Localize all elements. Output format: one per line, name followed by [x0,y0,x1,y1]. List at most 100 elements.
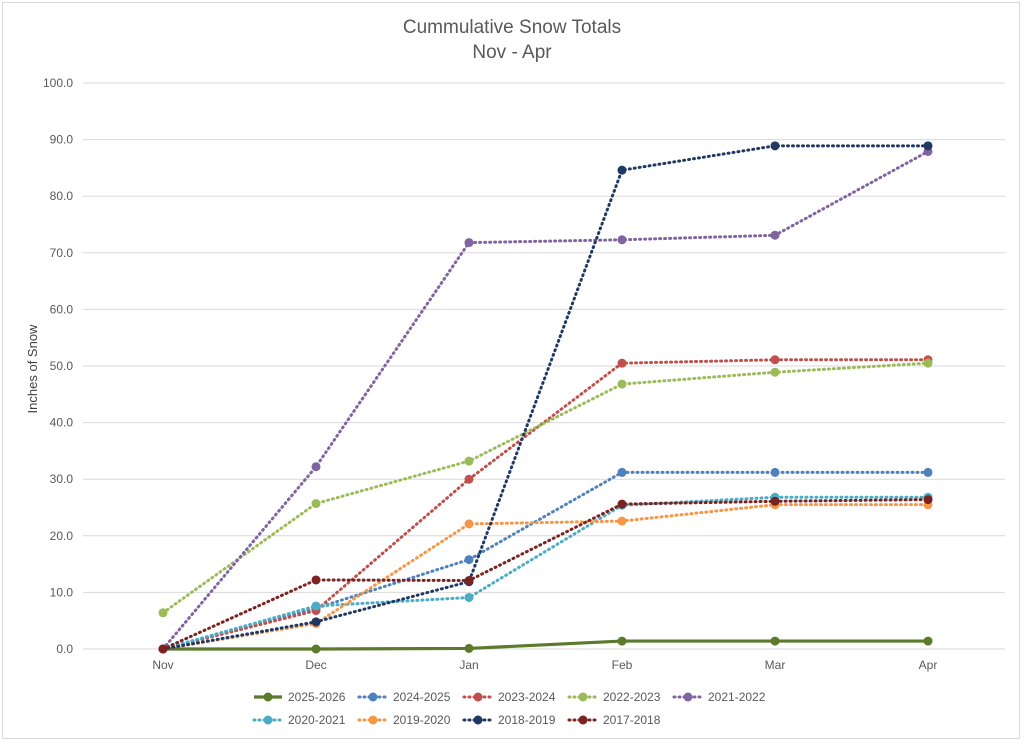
y-tick-label: 10.0 [50,585,74,599]
data-point [770,636,780,646]
x-tick-label: Nov [152,658,173,672]
snow-totals-chart: Cummulative Snow Totals Nov - Apr Inches… [25,17,1005,727]
series-2024-2025 [158,467,933,654]
data-point [617,165,627,175]
legend-swatch-marker [473,692,483,702]
data-point [311,644,321,654]
series-line [161,144,930,651]
legend-swatch-marker [578,692,588,702]
legend-label: 2018-2019 [498,713,556,727]
series-line [161,470,930,651]
x-tick-label: Dec [305,658,326,672]
legend-item: 2020-2021 [252,713,346,727]
x-axis-ticks: Nov Dec Jan Feb Mar Apr [152,658,937,672]
series-line [161,149,930,651]
legend-label: 2017-2018 [603,713,661,727]
legend-item: 2022-2023 [567,690,661,704]
series-line [161,498,930,651]
y-tick-label: 0.0 [56,642,73,656]
y-tick-label: 100.0 [43,76,73,90]
data-point [158,644,168,654]
y-tick-label: 90.0 [50,133,74,147]
data-point [770,496,780,506]
legend-label: 2022-2023 [603,690,661,704]
legend-swatch-marker [578,715,588,725]
data-point [770,467,780,477]
data-point [311,617,321,627]
y-tick-label: 30.0 [50,472,74,486]
x-tick-label: Jan [459,658,478,672]
data-point [923,467,933,477]
legend-swatch-marker [368,692,378,702]
data-point [770,367,780,377]
y-tick-label: 20.0 [50,529,74,543]
data-point [770,355,780,365]
data-point [464,519,474,529]
series-line [161,361,930,615]
data-point [311,601,321,611]
series-2022-2023 [158,358,933,618]
data-point [464,456,474,466]
gridlines [83,82,1005,650]
data-point [464,555,474,565]
series-2025-2026 [158,636,933,654]
series-line [161,358,930,651]
data-point [617,516,627,526]
y-axis-ticks: 0.0 10.0 20.0 30.0 40.0 50.0 60.0 70.0 80.0 90.0 1… [43,76,73,656]
x-tick-label: Mar [765,658,786,672]
series-layer [158,141,933,654]
series-line [161,503,930,651]
legend-swatch-marker [263,692,273,702]
series-2019-2020 [158,500,933,654]
chart-title: Cummulative Snow Totals [403,17,621,38]
chart-subtitle: Nov - Apr [472,42,552,63]
legend-label: 2020-2021 [288,713,346,727]
series-2017-2018 [158,495,933,654]
legend-swatch-marker [473,715,483,725]
data-point [617,636,627,646]
legend-swatch-marker [263,715,273,725]
legend-swatch-marker [683,692,693,702]
data-point [770,141,780,151]
series-2021-2022 [158,146,933,654]
legend-item: 2017-2018 [567,713,661,727]
legend: 2025-2026 2024-2025 2023-2024 2022-2023 2021… [252,690,766,727]
data-point [464,576,474,586]
data-point [617,358,627,368]
data-point [923,141,933,151]
data-point [464,643,474,653]
y-axis-title: Inches of Snow [25,324,40,413]
data-point [311,499,321,509]
series-line [161,495,930,651]
legend-swatch-marker [368,715,378,725]
series-2018-2019 [158,141,933,654]
legend-label: 2023-2024 [498,690,556,704]
data-point [617,467,627,477]
y-tick-label: 40.0 [50,416,74,430]
data-point [311,462,321,472]
legend-item: 2021-2022 [672,690,766,704]
y-tick-label: 70.0 [50,246,74,260]
legend-label: 2025-2026 [288,690,346,704]
data-point [923,636,933,646]
legend-label: 2024-2025 [393,690,451,704]
legend-item: 2019-2020 [357,713,451,727]
legend-item: 2025-2026 [254,690,346,704]
data-point [617,499,627,509]
data-point [311,575,321,585]
x-tick-label: Apr [919,658,938,672]
data-point [158,608,168,618]
legend-item: 2018-2019 [462,713,556,727]
legend-label: 2019-2020 [393,713,451,727]
data-point [464,238,474,248]
data-point [770,230,780,240]
series-line [163,639,928,651]
legend-item: 2024-2025 [357,690,451,704]
data-point [923,495,933,505]
data-point [464,592,474,602]
data-point [617,379,627,389]
data-point [923,358,933,368]
data-point [617,235,627,245]
y-tick-label: 80.0 [50,189,74,203]
